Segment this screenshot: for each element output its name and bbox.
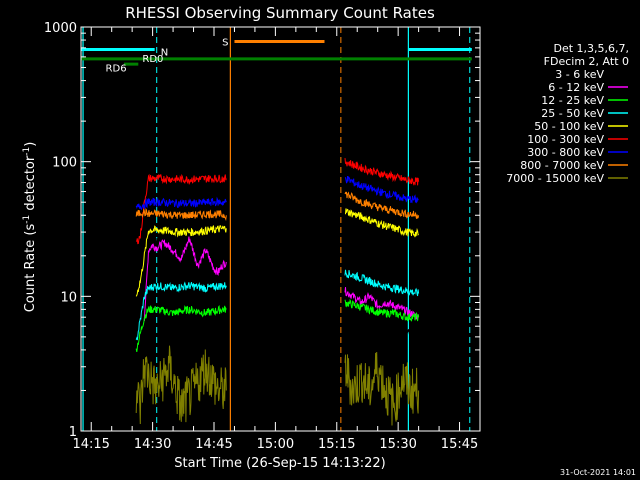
y-axis-label: Count Rate (s-1 detector-1) xyxy=(22,142,38,313)
x-tick-label-2: 14:45 xyxy=(195,437,232,452)
legend-header-0: Det 1,3,5,6,7, xyxy=(553,42,629,55)
x-axis-label: Start Time (26-Sep-15 14:13:22) xyxy=(174,456,385,471)
legend-label-1: 6 - 12 keV xyxy=(548,81,604,94)
series-line-3-seg-1 xyxy=(344,269,420,297)
y-tick-label-3: 1000 xyxy=(44,21,77,36)
series-line-7-seg-1 xyxy=(344,191,420,219)
axes: 14:15 14:30 14:45 15:00 15:15 15:30 15:45 1 10 10… xyxy=(44,21,481,452)
legend-header-1: FDecim 2, Att 0 xyxy=(544,55,629,68)
state-bar-label-2: S xyxy=(222,38,228,49)
legend-label-8: 7000 - 15000 keV xyxy=(506,172,604,185)
legend: Det 1,3,5,6,7,FDecim 2, Att 03 - 6 keV6 … xyxy=(506,42,629,185)
data-series xyxy=(135,158,420,426)
y-tick-label-1: 10 xyxy=(60,290,77,305)
state-bars: N S RD0 RD6 xyxy=(81,38,472,75)
x-tick-label-0: 14:15 xyxy=(72,437,109,452)
legend-label-7: 800 - 7000 keV xyxy=(520,159,604,172)
series-line-7-seg-0 xyxy=(135,207,227,222)
series-line-6-seg-0 xyxy=(135,196,227,211)
state-bar-label-0: N xyxy=(161,47,168,58)
state-bar-label-3: RD0 xyxy=(142,54,163,65)
legend-label-6: 300 - 800 keV xyxy=(527,146,604,159)
x-tick-label-4: 15:15 xyxy=(318,437,355,452)
y-tick-label-2: 100 xyxy=(52,156,77,171)
legend-label-3: 25 - 50 keV xyxy=(541,107,604,120)
legend-label-4: 50 - 100 keV xyxy=(534,120,604,133)
series-line-5-seg-1 xyxy=(344,158,420,186)
chart-title: RHESSI Observing Summary Count Rates xyxy=(125,4,435,22)
plot-frame xyxy=(80,26,481,432)
series-line-1-seg-1 xyxy=(344,287,420,321)
series-line-0-seg-0 xyxy=(143,231,227,327)
series-line-6-seg-1 xyxy=(344,176,419,204)
series-line-3-seg-0 xyxy=(135,281,227,341)
x-tick-label-6: 15:45 xyxy=(441,437,478,452)
series-line-2-seg-1 xyxy=(344,298,420,322)
x-tick-label-5: 15:30 xyxy=(379,437,416,452)
date-stamp: 31-Oct-2021 14:01 xyxy=(560,468,636,477)
legend-label-0: 3 - 6 keV xyxy=(555,68,604,81)
series-line-8-seg-1 xyxy=(344,351,420,426)
series-line-5-seg-0 xyxy=(135,173,227,245)
x-tick-label-1: 14:30 xyxy=(134,437,171,452)
y-tick-label-0: 1 xyxy=(69,425,77,440)
series-line-4-seg-1 xyxy=(345,208,419,238)
x-tick-label-3: 15:00 xyxy=(257,437,294,452)
series-line-1-seg-0 xyxy=(143,236,227,321)
series-line-4-seg-0 xyxy=(135,224,227,297)
legend-label-2: 12 - 25 keV xyxy=(541,94,604,107)
state-bar-label-4: RD6 xyxy=(106,64,127,75)
series-line-2-seg-0 xyxy=(135,304,227,352)
series-line-8-seg-0 xyxy=(135,345,227,425)
legend-label-5: 100 - 300 keV xyxy=(527,133,604,146)
